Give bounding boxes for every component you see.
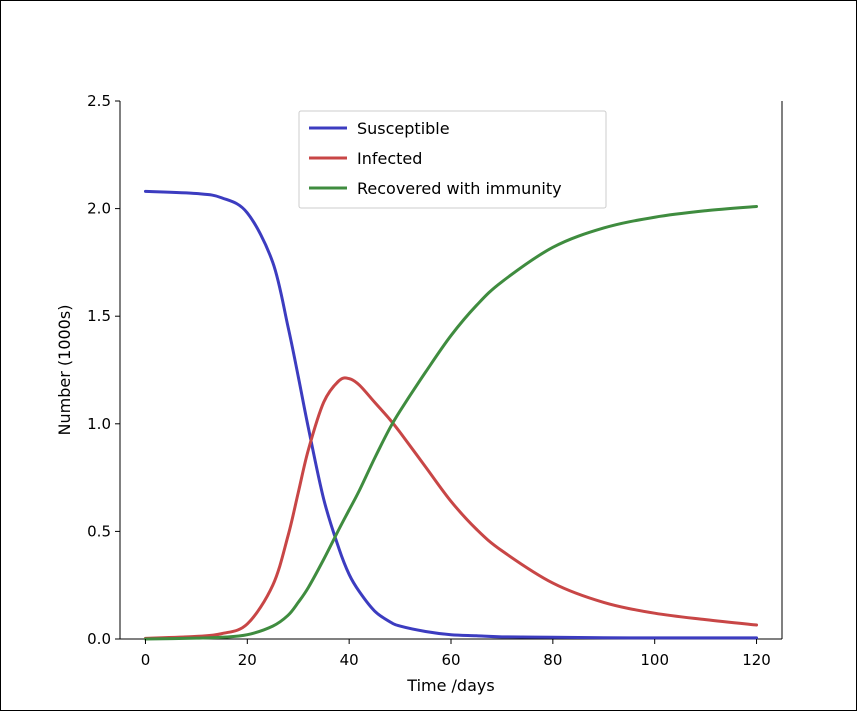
x-tick-label: 80 [543, 651, 562, 669]
y-tick-label: 0.5 [87, 522, 111, 540]
x-tick-label: 120 [742, 651, 771, 669]
legend-label: Recovered with immunity [357, 179, 562, 198]
y-tick-label: 0.0 [87, 630, 111, 648]
line-infected [143, 376, 759, 640]
axis-ticks: 0 20 40 60 80 100 120 0.0 0.5 1.0 1.5 2.0 2.5 [87, 92, 771, 669]
y-tick-label: 1.5 [87, 307, 111, 325]
legend: Susceptible Infected Recovered with immuni… [298, 110, 607, 209]
line-susceptible [143, 189, 759, 640]
x-tick-label: 0 [141, 651, 151, 669]
legend-label: Infected [357, 149, 422, 168]
legend-box [298, 110, 607, 209]
x-tick-label: 100 [640, 651, 669, 669]
line-recovered-with-immunity [143, 204, 759, 641]
y-axis-label: Number (1000s) [55, 305, 74, 436]
legend-label: Susceptible [357, 119, 450, 138]
series-lines [143, 189, 759, 641]
y-tick-label: 2.0 [87, 200, 111, 218]
y-tick-label: 2.5 [87, 92, 111, 110]
x-tick-label: 20 [238, 651, 257, 669]
y-tick-label: 1.0 [87, 415, 111, 433]
x-tick-label: 40 [340, 651, 359, 669]
x-tick-label: 60 [441, 651, 460, 669]
x-axis-label: Time /days [406, 676, 494, 695]
